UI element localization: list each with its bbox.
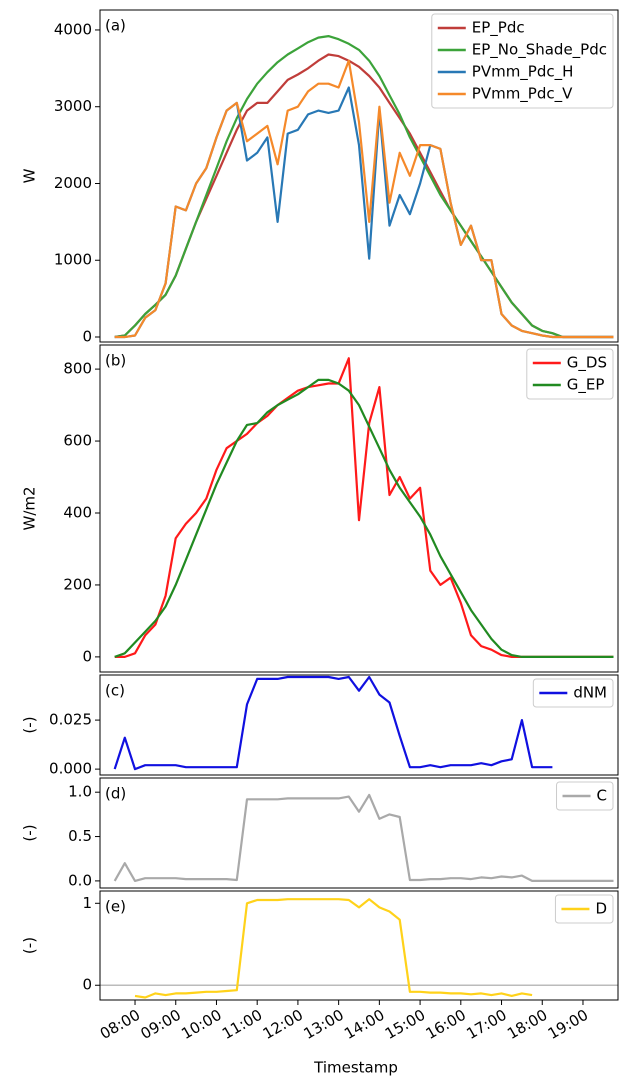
- y-tick-label: 0.025: [49, 711, 92, 729]
- y-axis-label: (-): [21, 824, 39, 841]
- y-axis-label: (-): [21, 716, 39, 733]
- y-tick-label: 0: [82, 647, 92, 665]
- x-tick-label: 12:00: [260, 1006, 306, 1043]
- legend: dNM: [532, 678, 614, 708]
- series-line: [134, 898, 533, 999]
- series-line: [114, 86, 614, 339]
- plot-frame: [99, 674, 619, 776]
- plot-frame: [99, 344, 619, 673]
- panel-label: (d): [105, 785, 126, 803]
- series-line: [113, 675, 553, 771]
- x-tick-label: 08:00: [97, 1006, 143, 1043]
- legend: C: [556, 781, 614, 811]
- panel: 01(-)(e) D08:0009:0010:0011:0012:0013:001…: [21, 890, 619, 1077]
- panel-label: (c): [105, 682, 125, 700]
- legend-box: [532, 678, 614, 708]
- panel: 0 1000 2000 3000 4000 W (a) EP_Pdc EP_No_Shade_P…: [21, 9, 619, 346]
- legend-box: [526, 348, 614, 400]
- legend: G_DS G_EP: [526, 348, 614, 400]
- y-tick-label: 0: [82, 976, 92, 994]
- x-tick-label: 19:00: [545, 1006, 591, 1043]
- y-tick-label: 0.0: [68, 871, 92, 889]
- legend: D: [554, 894, 614, 924]
- x-tick-label: 10:00: [178, 1006, 224, 1043]
- plot-frame: [99, 890, 619, 1001]
- x-tick-label: 11:00: [219, 1006, 265, 1043]
- series-line: [114, 378, 614, 658]
- y-tick-label: 4000: [54, 20, 92, 38]
- plot-frame: [99, 9, 619, 343]
- y-tick-label: 1.0: [68, 783, 92, 801]
- x-tick-label: 09:00: [138, 1006, 184, 1043]
- series-line: [114, 35, 614, 339]
- legend-label: C: [597, 787, 607, 805]
- y-axis-label: W/m2: [21, 486, 39, 530]
- y-tick-label: 1: [82, 894, 92, 912]
- series-line: [113, 793, 614, 882]
- panel-label: (e): [105, 898, 126, 916]
- y-tick-label: 600: [63, 432, 92, 450]
- y-tick-label: 2000: [54, 174, 92, 192]
- y-tick-label: 0.000: [49, 760, 92, 778]
- panel: 0.0 0.5 1.0 (-) (d) C: [21, 777, 619, 889]
- plot-frame: [99, 777, 619, 889]
- x-tick-label: 15:00: [382, 1006, 428, 1043]
- x-tick-label: 16:00: [423, 1006, 469, 1043]
- y-tick-label: 1000: [54, 251, 92, 269]
- panel: 0.000 0.025 (-) (c) dNM: [21, 674, 619, 778]
- series-line: [114, 357, 614, 658]
- y-axis-label: W: [21, 168, 39, 183]
- x-axis-label: Timestamp: [313, 1059, 398, 1077]
- x-tick-label: 18:00: [504, 1006, 550, 1043]
- legend-label: EP_No_Shade_Pdc: [472, 41, 607, 60]
- x-tick-label: 17:00: [463, 1006, 509, 1043]
- legend-label: dNM: [573, 684, 607, 702]
- y-tick-label: 0.5: [68, 827, 92, 845]
- series-line: [114, 59, 614, 339]
- legend-label: PVmm_Pdc_H: [472, 63, 574, 82]
- legend-label: PVmm_Pdc_V: [472, 85, 573, 104]
- y-tick-label: 200: [63, 575, 92, 593]
- y-axis-label: (-): [21, 937, 39, 954]
- x-tick-label: 13:00: [300, 1006, 346, 1043]
- legend-label: D: [595, 900, 607, 918]
- y-tick-label: 400: [63, 503, 92, 521]
- legend-label: G_DS: [567, 354, 607, 373]
- panel: 0 200 400 600 800 W/m2 (b) G_DS G_EP: [21, 344, 619, 673]
- legend-box: [431, 13, 614, 109]
- y-tick-label: 3000: [54, 97, 92, 115]
- y-tick-label: 0: [82, 328, 92, 346]
- panel-label: (a): [105, 17, 126, 35]
- panel-label: (b): [105, 352, 126, 370]
- legend: EP_Pdc EP_No_Shade_Pdc PVmm_Pdc_H PVmm_Pdc_…: [431, 13, 614, 109]
- y-tick-label: 800: [63, 360, 92, 378]
- legend-label: G_EP: [567, 376, 605, 395]
- x-tick-label: 14:00: [341, 1006, 387, 1043]
- legend-label: EP_Pdc: [472, 19, 525, 38]
